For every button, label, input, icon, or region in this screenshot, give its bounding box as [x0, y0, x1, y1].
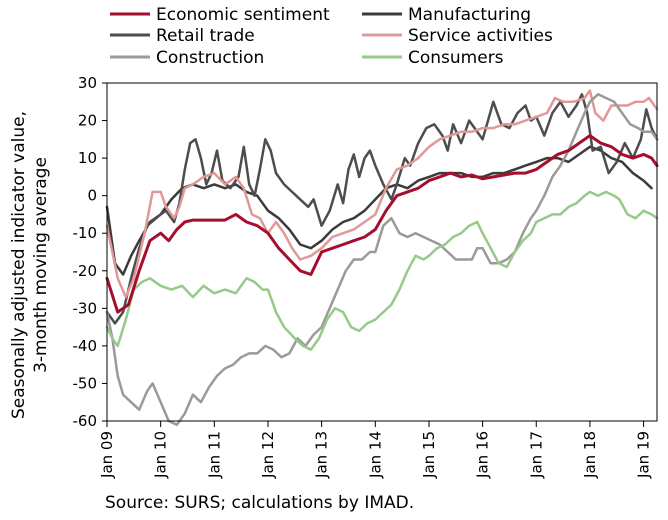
x-tick-label: Jan 12: [259, 431, 277, 479]
y-tick-label: 20: [78, 112, 97, 130]
y-axis-label-line-1: Seasonally adjusted indicator value,: [9, 111, 29, 419]
legend-label: Service activities: [408, 26, 553, 46]
series-line-manufacturing: [105, 145, 653, 276]
series-line-consumers: [105, 190, 659, 351]
y-axis-label: Seasonally adjusted indicator value, 3-m…: [9, 111, 51, 419]
x-tick-label: Jan 09: [98, 431, 116, 479]
series-line-economic-sentiment: [105, 134, 659, 314]
series-line-service-activities: [105, 89, 659, 299]
x-tick-label: Jan 13: [313, 431, 331, 479]
x-tick-label: Jan 16: [474, 431, 492, 479]
source-note: Source: SURS; calculations by IMAD.: [105, 493, 414, 513]
y-tick-label: -30: [73, 299, 98, 317]
y-axis-label-line-2: 3-month moving average: [31, 157, 51, 373]
legend-label: Consumers: [408, 48, 504, 68]
x-tick-label: Jan 19: [635, 431, 653, 479]
x-tick-label: Jan 14: [366, 431, 384, 479]
y-tick-label: 10: [78, 149, 97, 167]
legend-label: Construction: [156, 48, 264, 68]
legend-label: Manufacturing: [408, 5, 531, 25]
plot-frame: [106, 82, 658, 422]
y-tick-label: 30: [78, 74, 97, 92]
y-tick-label: -60: [73, 412, 98, 430]
legend-label: Retail trade: [156, 26, 255, 46]
legend: Economic sentiment Manufacturing Retail tr…: [110, 5, 553, 68]
y-tick-label: 0: [87, 187, 97, 205]
x-tick-label: Jan 18: [581, 431, 599, 479]
y-tick-label: -40: [73, 337, 98, 355]
x-tick-label: Jan 11: [205, 431, 223, 479]
plot-area: [105, 89, 659, 427]
x-tick-label: Jan 17: [527, 431, 545, 479]
series-line-retail-trade: [105, 93, 659, 325]
x-tick-label: Jan 10: [152, 431, 170, 479]
y-tick-label: -20: [73, 262, 98, 280]
x-tick-label: Jan 15: [420, 431, 438, 479]
y-tick-label: -50: [73, 374, 98, 392]
y-tick-label: -10: [73, 224, 98, 242]
legend-label: Economic sentiment: [156, 5, 330, 25]
